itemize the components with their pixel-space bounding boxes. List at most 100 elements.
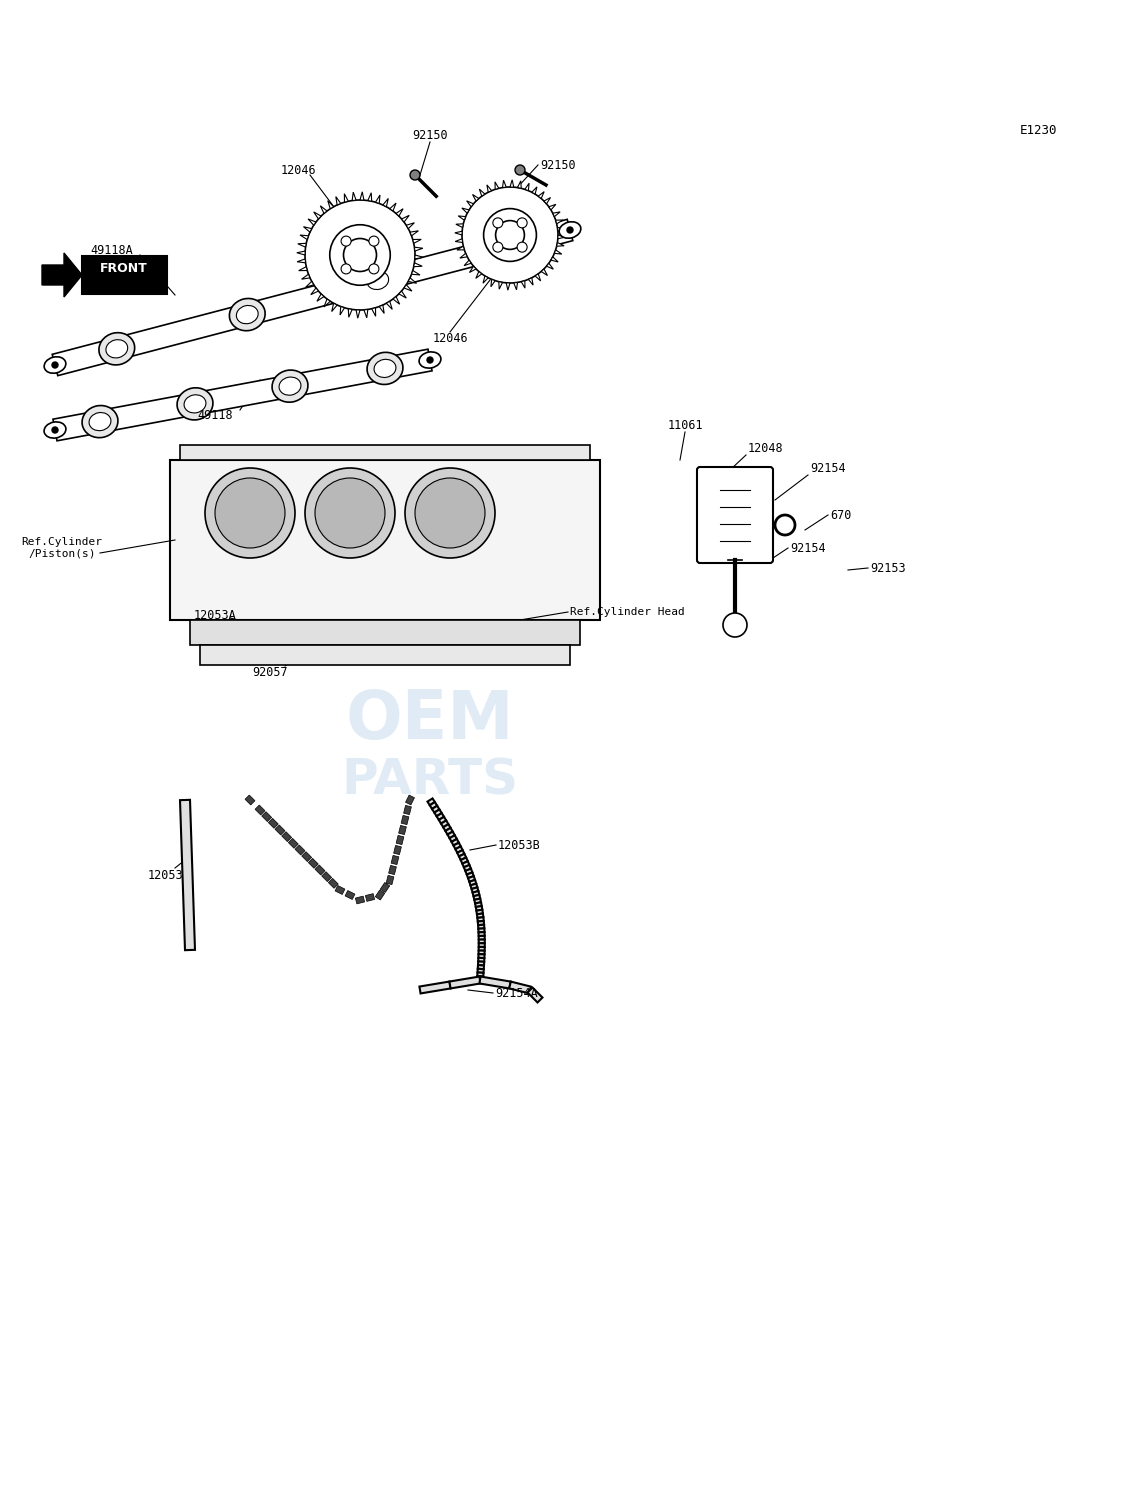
Text: 49118: 49118 — [197, 408, 233, 422]
Polygon shape — [402, 215, 409, 222]
Circle shape — [492, 242, 503, 252]
Bar — [309, 859, 318, 868]
Polygon shape — [470, 266, 476, 273]
Polygon shape — [456, 847, 463, 853]
Polygon shape — [510, 982, 530, 994]
Polygon shape — [451, 839, 459, 845]
Polygon shape — [478, 962, 484, 965]
Polygon shape — [356, 309, 360, 318]
Circle shape — [369, 264, 379, 273]
Polygon shape — [352, 192, 356, 201]
Ellipse shape — [90, 413, 111, 431]
Polygon shape — [302, 275, 310, 279]
Polygon shape — [538, 192, 544, 198]
Text: Ref.Cylinder Head: Ref.Cylinder Head — [571, 606, 684, 617]
Polygon shape — [478, 917, 483, 922]
Polygon shape — [436, 814, 444, 820]
Polygon shape — [478, 925, 484, 929]
Bar — [281, 832, 292, 842]
Ellipse shape — [106, 339, 127, 357]
Text: 12053A: 12053A — [194, 608, 236, 621]
Polygon shape — [521, 281, 525, 288]
Polygon shape — [476, 910, 483, 914]
Polygon shape — [460, 254, 467, 258]
Bar — [315, 865, 325, 875]
Ellipse shape — [184, 395, 205, 413]
Ellipse shape — [44, 422, 65, 438]
Polygon shape — [558, 228, 565, 231]
Bar — [401, 815, 409, 824]
Ellipse shape — [367, 353, 403, 384]
Circle shape — [414, 477, 484, 548]
Polygon shape — [532, 186, 537, 194]
Circle shape — [205, 468, 295, 558]
Polygon shape — [479, 935, 484, 940]
Polygon shape — [476, 914, 483, 919]
Polygon shape — [478, 922, 484, 925]
Polygon shape — [528, 278, 533, 285]
Polygon shape — [411, 270, 420, 275]
Polygon shape — [427, 799, 435, 805]
Text: 12046: 12046 — [280, 164, 316, 177]
Polygon shape — [393, 297, 400, 305]
Polygon shape — [480, 977, 511, 989]
Ellipse shape — [359, 264, 396, 297]
Text: 92153: 92153 — [870, 561, 906, 575]
Bar — [404, 806, 411, 815]
Text: 11061: 11061 — [667, 419, 703, 431]
Bar — [398, 826, 406, 835]
Polygon shape — [479, 929, 484, 932]
Polygon shape — [297, 243, 307, 248]
Polygon shape — [472, 887, 479, 893]
Polygon shape — [506, 282, 510, 290]
Bar — [328, 878, 339, 889]
Ellipse shape — [367, 272, 389, 290]
Polygon shape — [429, 802, 437, 809]
Polygon shape — [414, 255, 424, 260]
Polygon shape — [311, 288, 318, 294]
Polygon shape — [409, 278, 417, 284]
Bar — [386, 875, 394, 884]
Polygon shape — [42, 254, 82, 297]
Polygon shape — [52, 219, 573, 375]
Circle shape — [315, 477, 385, 548]
Text: 12048: 12048 — [748, 441, 784, 455]
Polygon shape — [473, 195, 479, 201]
Polygon shape — [432, 806, 440, 812]
Bar — [335, 886, 344, 895]
Text: 12053: 12053 — [147, 869, 183, 881]
Bar — [380, 883, 389, 893]
Polygon shape — [465, 869, 472, 875]
Bar — [396, 836, 404, 845]
Ellipse shape — [279, 377, 301, 395]
Bar — [346, 890, 355, 899]
Circle shape — [723, 612, 747, 636]
Polygon shape — [541, 269, 548, 276]
Ellipse shape — [99, 333, 134, 365]
Polygon shape — [491, 279, 495, 287]
Polygon shape — [53, 350, 432, 441]
Circle shape — [341, 236, 351, 246]
FancyBboxPatch shape — [191, 620, 580, 645]
Circle shape — [52, 362, 59, 368]
Text: 92150: 92150 — [412, 129, 448, 141]
Polygon shape — [510, 180, 514, 188]
Polygon shape — [303, 227, 312, 233]
Polygon shape — [479, 932, 484, 937]
Polygon shape — [557, 243, 564, 246]
Text: 92154: 92154 — [810, 461, 846, 474]
Polygon shape — [479, 950, 484, 955]
Polygon shape — [313, 212, 321, 219]
Polygon shape — [434, 809, 442, 817]
Text: PARTS: PARTS — [341, 757, 519, 805]
Bar — [375, 890, 385, 901]
FancyBboxPatch shape — [200, 645, 571, 665]
Polygon shape — [298, 267, 308, 270]
Polygon shape — [348, 309, 352, 317]
Polygon shape — [473, 892, 480, 896]
Polygon shape — [466, 201, 473, 207]
Polygon shape — [479, 947, 484, 950]
Polygon shape — [468, 877, 475, 881]
Polygon shape — [528, 988, 543, 1003]
Circle shape — [515, 165, 525, 176]
